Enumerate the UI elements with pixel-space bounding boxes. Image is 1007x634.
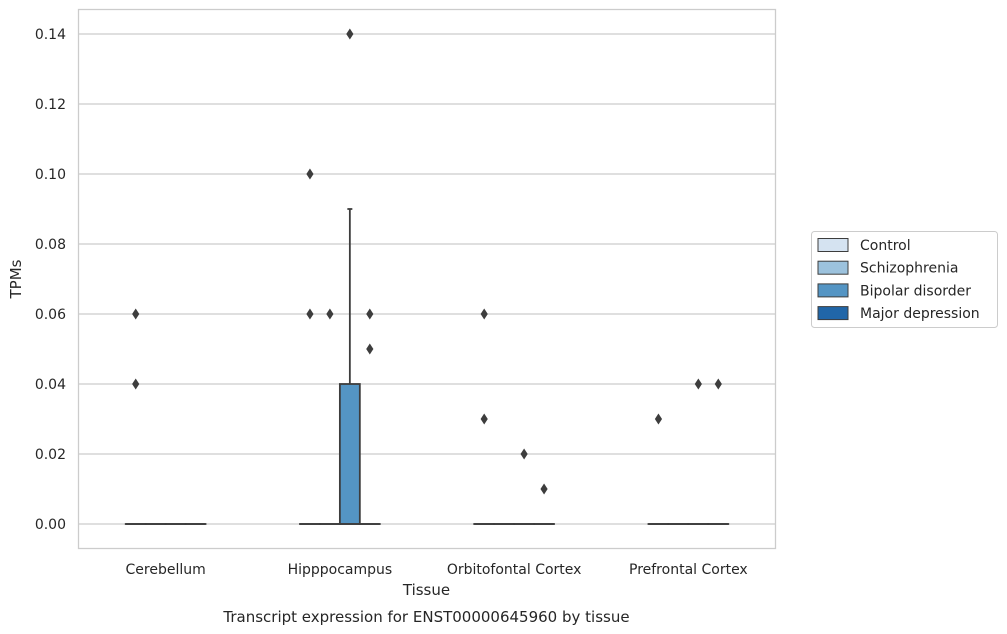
outlier-point <box>654 413 663 425</box>
outlier-point <box>694 378 702 390</box>
box-body <box>338 383 361 525</box>
legend-swatch <box>817 283 849 298</box>
legend-label: Control <box>860 238 911 254</box>
x-tick-label: Cerebellum <box>126 562 206 578</box>
x-tick-labels: Cerebellum Hipppocampus Orbitofontal Corte… <box>126 562 748 578</box>
box-control <box>124 308 147 525</box>
outlier-point <box>540 483 548 495</box>
y-tick-label: 0.00 <box>35 517 66 533</box>
chart-caption: Transcript expression for ENST0000064596… <box>222 608 629 626</box>
legend-swatch <box>817 306 849 321</box>
legend-label: Major depression <box>860 306 980 322</box>
y-axis-label: TPMs <box>7 259 25 299</box>
x-axis-label: Tissue <box>402 581 450 599</box>
plot-frame <box>77 8 777 550</box>
plot-area: 0.00 0.02 0.04 0.06 0.08 0.10 0.12 0.14 Cerebel… <box>35 8 777 578</box>
y-tick-label: 0.12 <box>35 97 66 113</box>
x-tick-label: Hipppocampus <box>288 562 393 578</box>
legend-swatch <box>817 238 849 252</box>
box-control <box>473 308 496 525</box>
outlier-point <box>326 308 334 320</box>
outlier-point <box>346 28 354 40</box>
outlier-point <box>306 168 314 180</box>
y-tick-label: 0.04 <box>35 377 66 393</box>
box-major-depression <box>707 378 730 525</box>
legend-frame <box>811 231 998 328</box>
y-tick-label: 0.02 <box>35 447 66 463</box>
outlier-point <box>520 448 528 460</box>
boxes <box>124 28 730 525</box>
outlier-point <box>132 308 140 320</box>
box-bipolar-disorder <box>338 28 361 525</box>
outlier-point <box>366 343 374 355</box>
legend-label: Schizophrenia <box>860 261 958 277</box>
outlier-point <box>480 413 488 425</box>
x-tick-label: Orbitofontal Cortex <box>447 562 582 578</box>
box-major-depression <box>358 308 381 525</box>
outlier-point <box>132 378 140 390</box>
outlier-point <box>714 378 722 390</box>
y-tick-label: 0.08 <box>35 237 66 253</box>
y-tick-labels: 0.00 0.02 0.04 0.06 0.08 0.10 0.12 0.14 <box>35 27 66 533</box>
y-tick-label: 0.14 <box>35 27 66 43</box>
outlier-point <box>366 308 374 320</box>
outlier-point <box>480 308 488 320</box>
legend-label: Bipolar disorder <box>860 283 971 299</box>
gridlines <box>78 33 776 525</box>
legend: Control Schizophrenia Bipolar disorder Majo… <box>811 231 998 328</box>
x-tick-label: Prefrontal Cortex <box>629 562 748 578</box>
legend-swatch <box>817 260 849 275</box>
box-major-depression <box>533 483 555 525</box>
y-tick-label: 0.06 <box>35 307 66 323</box>
outlier-point <box>306 308 314 320</box>
y-tick-label: 0.10 <box>35 167 66 183</box>
